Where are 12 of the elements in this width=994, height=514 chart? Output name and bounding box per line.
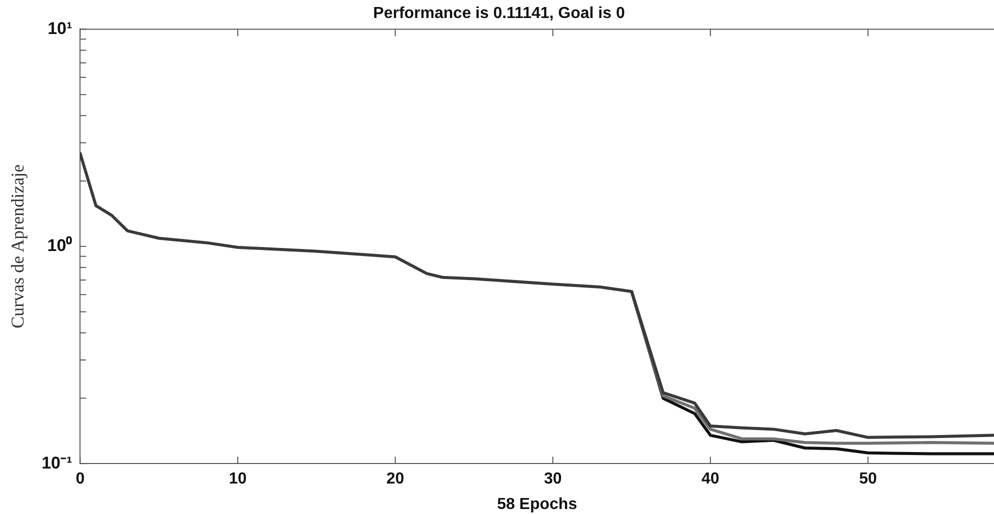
y-axis-title: Curvas de Aprendizaje — [8, 164, 28, 328]
y-tick-label: 10¹ — [48, 18, 72, 38]
x-tick-label: 30 — [544, 470, 562, 488]
x-tick-label: 0 — [76, 470, 85, 488]
chart-title: Performance is 0.11141, Goal is 0 — [373, 5, 625, 22]
x-axis-title: 58 Epochs — [497, 496, 578, 513]
y-tick-label: 10⁻¹ — [42, 453, 72, 472]
y-tick-label: 10⁰ — [47, 236, 72, 256]
x-tick-label: 50 — [859, 470, 877, 488]
x-tick-label: 40 — [702, 470, 720, 488]
x-tick-label: 10 — [228, 470, 247, 488]
x-tick-label: 20 — [386, 470, 404, 488]
